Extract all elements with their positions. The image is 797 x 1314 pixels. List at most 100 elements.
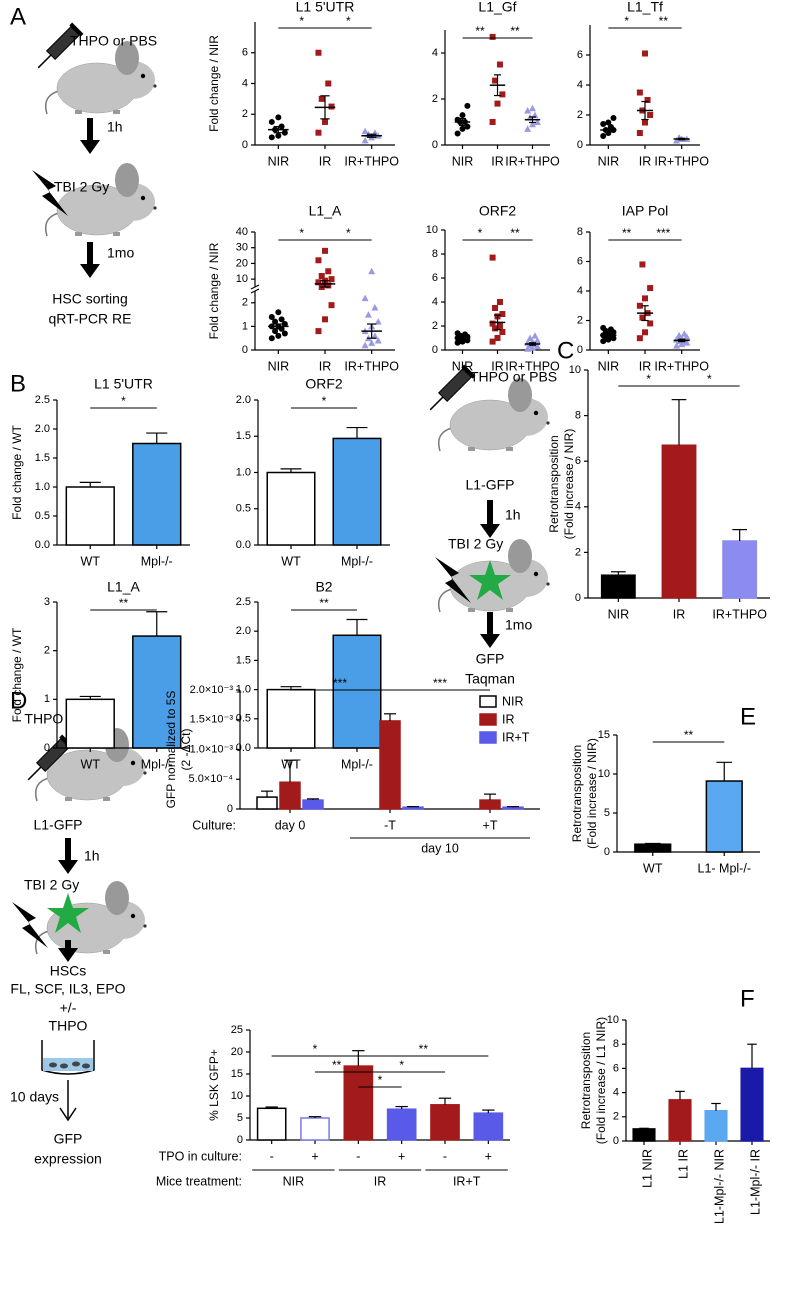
point xyxy=(368,267,376,275)
schematic-text: THPO or PBS xyxy=(470,369,557,385)
y-axis-label: Retrotransposition xyxy=(547,435,561,532)
x-tick-label: WT xyxy=(81,757,101,771)
significance-label: * xyxy=(313,1042,318,1056)
x-tick-label: +T xyxy=(483,818,498,832)
point xyxy=(464,102,471,109)
point xyxy=(642,295,648,302)
point xyxy=(600,133,607,139)
point xyxy=(524,125,532,132)
y-tick-label: 0 xyxy=(432,344,438,356)
chart-title: L1_A xyxy=(107,579,140,595)
point xyxy=(680,330,688,337)
bar xyxy=(302,799,324,810)
y-tick-label: 15 xyxy=(598,729,610,741)
point xyxy=(272,328,279,335)
point xyxy=(600,324,607,331)
schematic-a: THPO or PBS 1h TBI 2 Gy 1mo HSC sorting … xyxy=(32,23,157,327)
y-tick-label: 25 xyxy=(231,1024,243,1036)
point xyxy=(636,335,643,342)
y-tick-label: 2 xyxy=(432,93,438,105)
x-tick-label: Mpl-/- xyxy=(341,554,373,568)
group-label: IR xyxy=(374,1174,387,1188)
schematic-text: 1h xyxy=(84,848,100,864)
point xyxy=(639,261,646,268)
point xyxy=(454,130,461,137)
y-tick-label: 1 xyxy=(242,320,248,332)
y-tick-label: 6 xyxy=(242,47,248,59)
axis-break xyxy=(250,288,260,294)
bar xyxy=(661,444,697,599)
point xyxy=(533,118,541,125)
point xyxy=(315,49,322,56)
x-tick-label: IR xyxy=(491,359,504,373)
y-axis-label: Fold change / NIR xyxy=(207,35,221,132)
x-tick-label: IR xyxy=(319,154,332,168)
panel-label: C xyxy=(557,337,574,364)
x-tick-label: L1-Mpl-/- NIR xyxy=(712,1149,726,1224)
y-tick-label: 20 xyxy=(231,1046,243,1058)
x-tick-label: NIR xyxy=(268,359,290,373)
x-tick-label: Mpl-/- xyxy=(341,757,373,771)
row-label: TPO in culture: xyxy=(159,1149,242,1163)
point xyxy=(531,332,539,339)
significance-label: ** xyxy=(419,1042,429,1056)
point xyxy=(489,254,496,261)
point xyxy=(272,318,279,325)
chart-title: L1 5'UTR xyxy=(94,376,153,392)
bar xyxy=(65,698,115,749)
y-tick-label: 10 xyxy=(236,273,248,285)
bar xyxy=(479,799,501,810)
y-tick-label: 10 xyxy=(231,1090,243,1102)
y-axis-label: Fold change / WT xyxy=(10,424,24,519)
bar xyxy=(266,688,316,749)
bar xyxy=(705,780,743,853)
bar xyxy=(343,1065,374,1141)
group-label: IR+T xyxy=(453,1174,481,1188)
point xyxy=(459,125,466,132)
y-tick-label: 1.0 xyxy=(35,481,50,493)
chart-title: L1 5'UTR xyxy=(296,0,355,15)
schematic-text: qRT-PCR RE xyxy=(49,311,132,327)
point xyxy=(361,341,369,349)
schematic-text: THPO xyxy=(49,1018,88,1034)
schematic-text: GFP xyxy=(476,651,505,667)
point xyxy=(322,118,328,125)
point xyxy=(489,338,496,345)
point xyxy=(494,100,501,107)
panel-label: D xyxy=(10,687,27,714)
x-tick-label: Mpl-/- xyxy=(141,554,173,568)
point xyxy=(268,134,275,141)
y-tick-label: 0 xyxy=(242,344,248,356)
schematic-text: HSC sorting xyxy=(52,291,127,307)
bar xyxy=(300,1117,330,1141)
bar xyxy=(379,720,401,810)
point xyxy=(533,336,541,344)
point xyxy=(374,337,382,344)
point xyxy=(605,119,612,126)
y-tick-label: 2 xyxy=(44,645,50,657)
x-tick-label: day 0 xyxy=(275,818,306,832)
point xyxy=(322,316,328,323)
y-axis-label: (Fold increase / L1 NIR) xyxy=(594,1017,608,1144)
x-tick-label: - xyxy=(443,1149,447,1163)
x-tick-label: NIR xyxy=(452,154,474,168)
schematic-text: 1h xyxy=(107,119,123,135)
legend-label: IR xyxy=(502,712,515,726)
y-tick-label: 2.0×10⁻³ xyxy=(190,684,234,696)
x-tick-label: - xyxy=(356,1149,360,1163)
bar xyxy=(132,442,182,546)
y-tick-label: 15 xyxy=(231,1068,243,1080)
point xyxy=(489,119,496,125)
point xyxy=(642,50,648,57)
point xyxy=(371,332,379,339)
point xyxy=(647,285,654,292)
y-tick-label: 2 xyxy=(577,109,583,121)
point xyxy=(489,33,496,40)
schematic-text: HSCs xyxy=(50,963,87,979)
y-axis-label: % LSK GFP+ xyxy=(207,1049,221,1121)
x-tick-label: WT xyxy=(281,757,301,771)
x-tick-label: WT xyxy=(281,554,301,568)
x-tick-label: IR+THPO xyxy=(712,607,767,621)
y-tick-label: 4 xyxy=(432,296,438,308)
point xyxy=(318,273,325,279)
